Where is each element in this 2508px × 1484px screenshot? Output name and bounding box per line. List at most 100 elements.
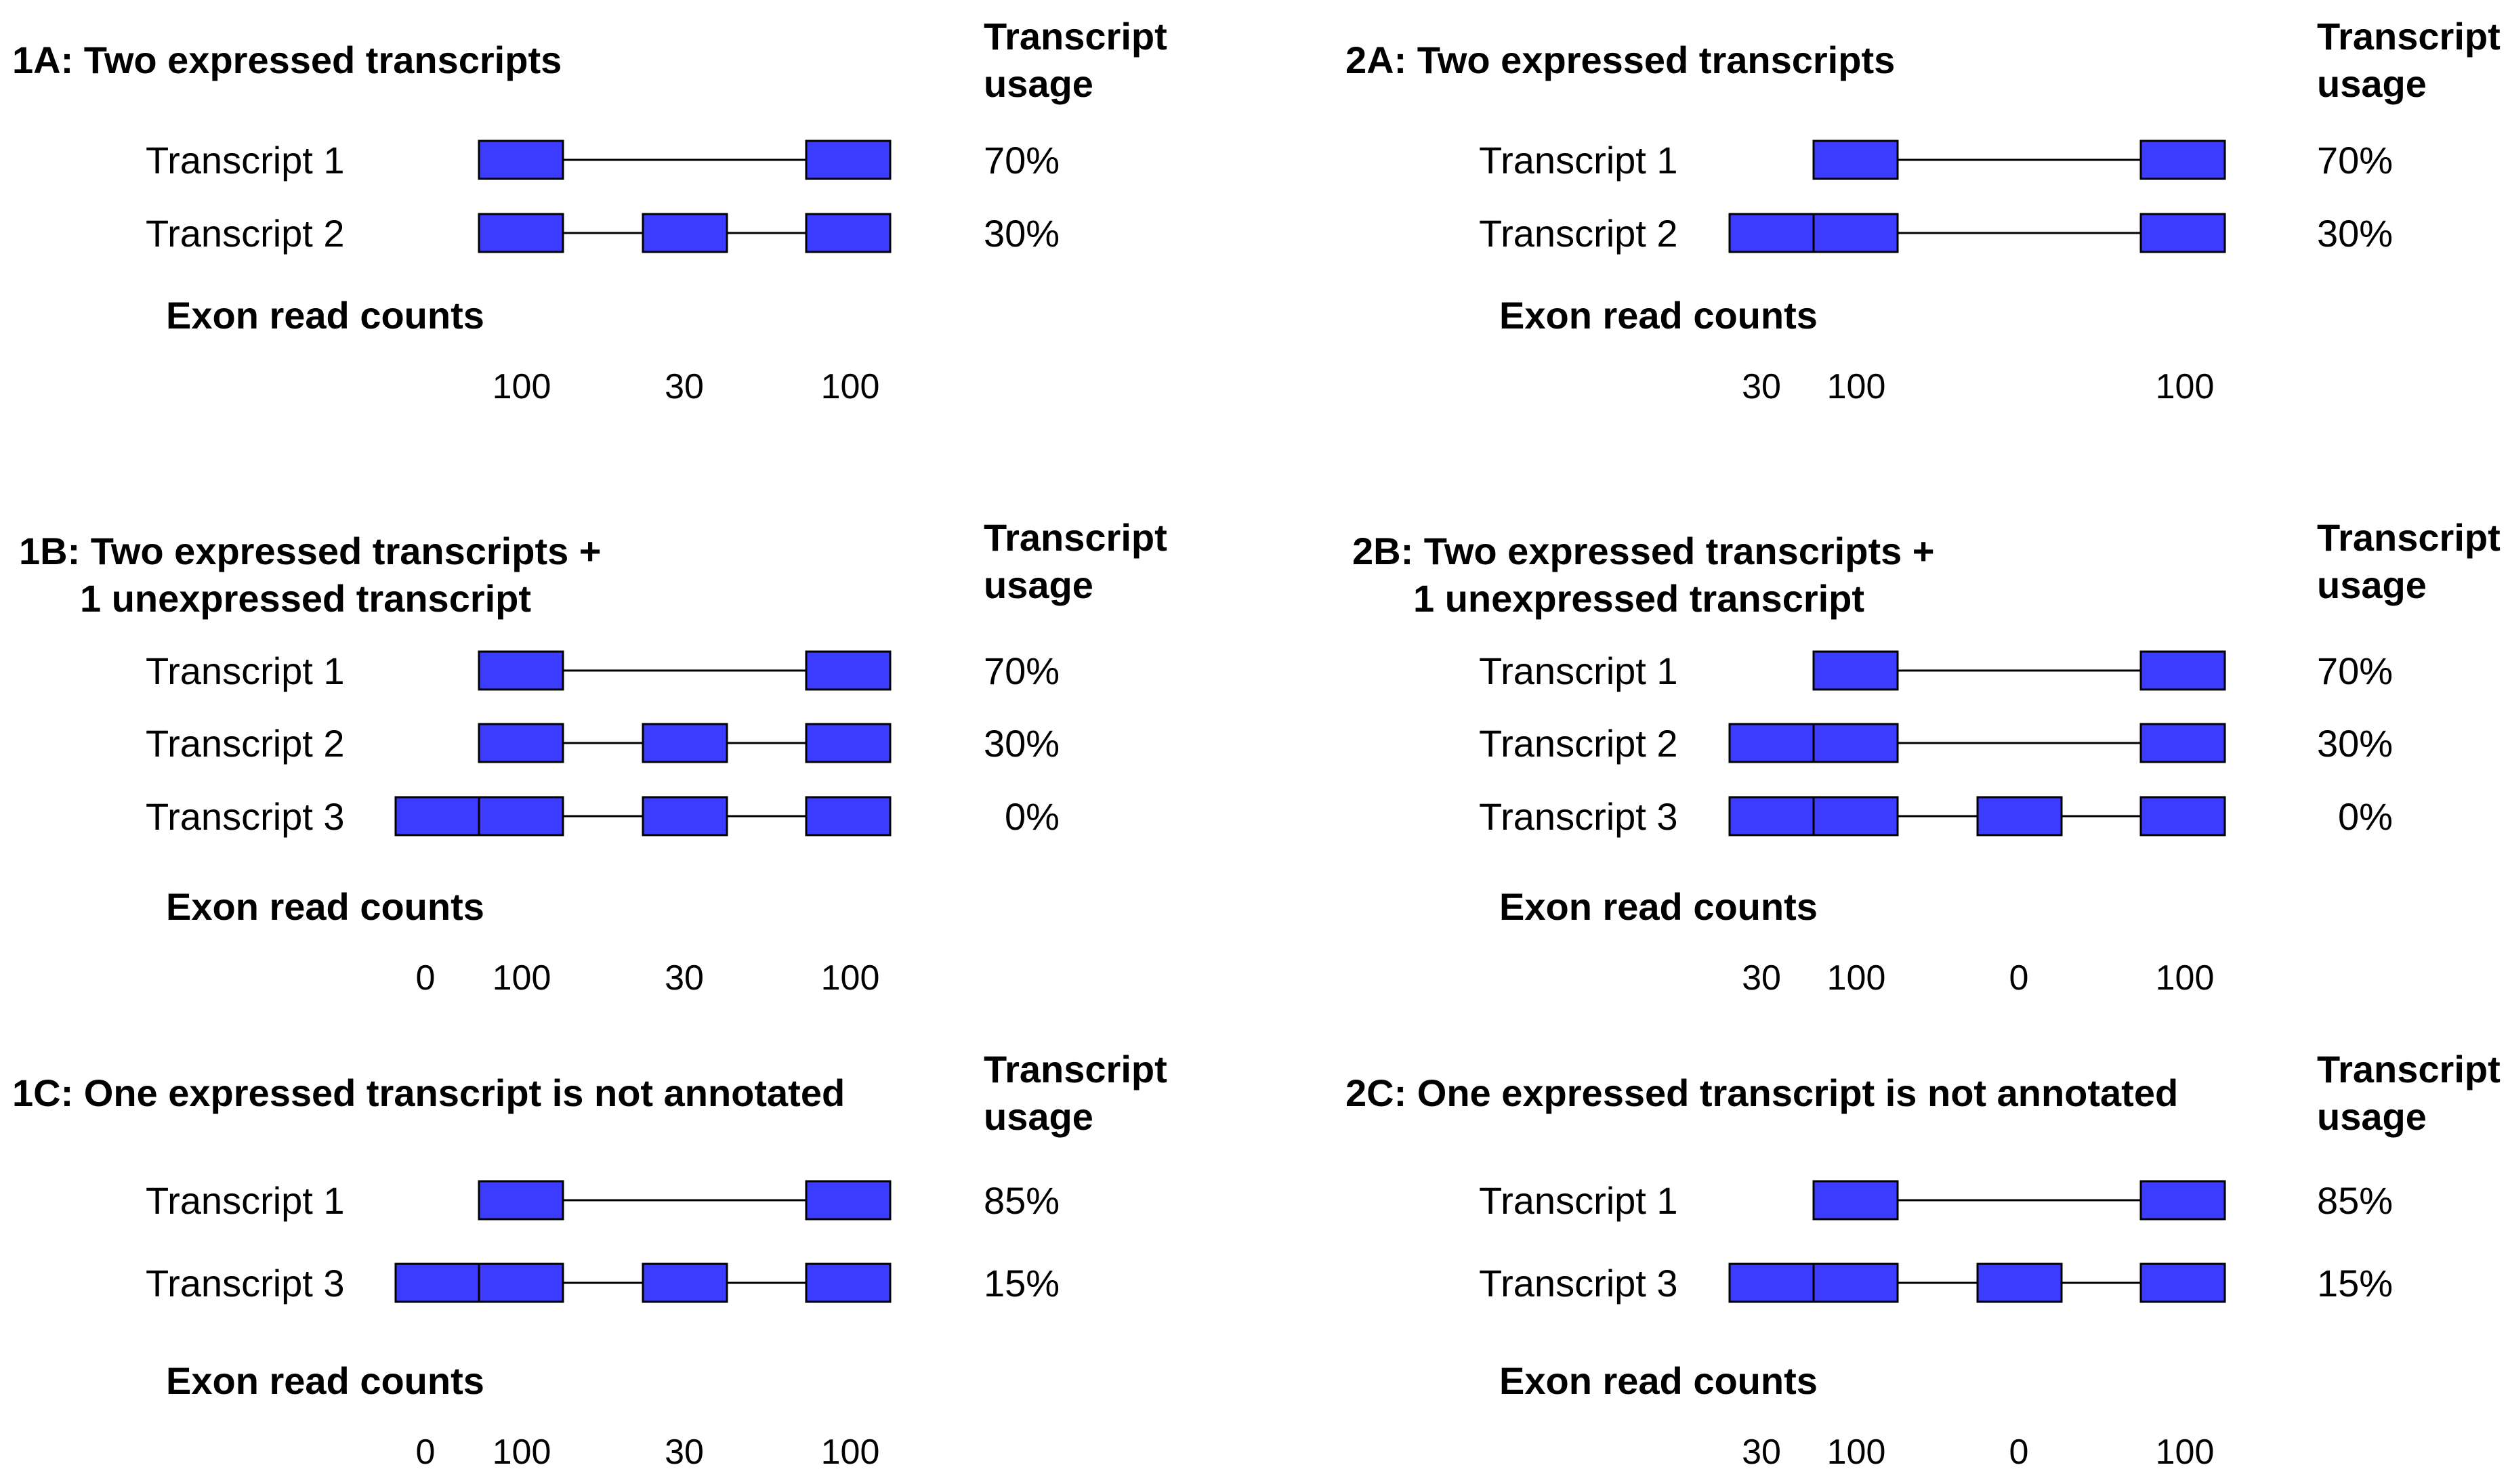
- transcript-label: Transcript 2: [146, 212, 345, 255]
- transcript-label: Transcript 1: [1479, 650, 1678, 692]
- exon-count: 100: [493, 367, 551, 406]
- exon-box: [805, 723, 892, 763]
- usage-value: 85%: [2317, 1179, 2393, 1222]
- exon-box: [1812, 140, 1899, 180]
- usage-value: 30%: [2317, 212, 2393, 255]
- transcript-label: Transcript 3: [146, 1262, 345, 1305]
- usage-header: usage: [984, 1095, 1093, 1138]
- exon-count: 100: [1827, 958, 1886, 998]
- exon-box: [1812, 650, 1899, 691]
- exon-count: 0: [2009, 958, 2029, 998]
- exon-count: 100: [2156, 367, 2215, 406]
- usage-header: Transcript: [2317, 516, 2501, 559]
- usage-header: usage: [984, 62, 1093, 105]
- panel-title: 1B: Two expressed transcripts +: [19, 530, 602, 572]
- exon-count: 30: [665, 1433, 704, 1472]
- exon-box: [805, 213, 892, 253]
- transcript-row: Transcript 3 15%: [1479, 1262, 2393, 1305]
- exon-box: [2139, 1263, 2226, 1303]
- panel-1c: 1C: One expressed transcript is not anno…: [12, 1048, 1167, 1472]
- usage-header: Transcript: [2317, 15, 2501, 58]
- exon-box: [1812, 213, 1899, 253]
- exon-count: 100: [821, 367, 880, 406]
- transcript-row: Transcript 1 70%: [1479, 139, 2393, 182]
- exon-box: [642, 213, 728, 253]
- panel-title: 2A: Two expressed transcripts: [1345, 39, 1895, 81]
- exon-box: [805, 140, 892, 180]
- transcript-label: Transcript 1: [146, 1179, 345, 1222]
- transcript-label: Transcript 3: [1479, 1262, 1678, 1305]
- exon-box: [1812, 723, 1899, 763]
- transcript-row: Transcript 3 0%: [146, 795, 1060, 838]
- exon-counts-title: Exon read counts: [166, 1359, 484, 1402]
- exon-box: [394, 796, 481, 836]
- usage-value: 70%: [984, 650, 1060, 692]
- exon-box: [805, 796, 892, 836]
- exon-counts-title: Exon read counts: [166, 885, 484, 928]
- panel-2a: 2A: Two expressed transcripts Transcriptu…: [1345, 15, 2501, 406]
- panel-2c: 2C: One expressed transcript is not anno…: [1345, 1048, 2501, 1472]
- transcript-label: Transcript 1: [1479, 1179, 1678, 1222]
- exon-box: [1812, 1263, 1899, 1303]
- usage-value: 70%: [2317, 139, 2393, 182]
- exon-box: [478, 723, 564, 763]
- usage-header: usage: [984, 564, 1093, 606]
- transcript-row: Transcript 3 15%: [146, 1262, 1060, 1305]
- panel-title: 1A: Two expressed transcripts: [12, 39, 562, 81]
- usage-header: Transcript: [984, 15, 1167, 58]
- exon-box: [478, 650, 564, 691]
- exon-box: [2139, 796, 2226, 836]
- exon-box: [642, 723, 728, 763]
- transcript-row: Transcript 3 0%: [1479, 795, 2393, 838]
- usage-value: 30%: [984, 722, 1060, 765]
- panel-1a: 1A: Two expressed transcripts Transcriptu…: [12, 15, 1167, 406]
- transcript-row: Transcript 1 85%: [1479, 1179, 2393, 1222]
- exon-box: [394, 1263, 481, 1303]
- exon-count: 0: [416, 1433, 436, 1472]
- transcript-row: Transcript 2 30%: [1479, 722, 2393, 765]
- exon-count: 30: [1742, 367, 1781, 406]
- usage-value: 70%: [2317, 650, 2393, 692]
- transcript-label: Transcript 2: [1479, 212, 1678, 255]
- exon-count: 100: [1827, 1433, 1886, 1472]
- transcript-row: Transcript 1 70%: [1479, 650, 2393, 692]
- transcript-row: Transcript 2 30%: [146, 212, 1060, 255]
- panel-title: 2C: One expressed transcript is not anno…: [1345, 1072, 2178, 1114]
- exon-box: [1728, 796, 1815, 836]
- usage-header: usage: [2317, 62, 2427, 105]
- exon-count: 30: [665, 367, 704, 406]
- transcript-label: Transcript 1: [1479, 139, 1678, 182]
- exon-box: [1812, 1180, 1899, 1221]
- exon-counts-title: Exon read counts: [1499, 294, 1818, 337]
- exon-count: 100: [2156, 958, 2215, 998]
- panel-title: 1C: One expressed transcript is not anno…: [12, 1072, 845, 1114]
- usage-value: 0%: [2338, 795, 2393, 838]
- exon-count: 100: [493, 958, 551, 998]
- usage-value: 15%: [2317, 1262, 2393, 1305]
- exon-count: 100: [821, 958, 880, 998]
- exon-counts-title: Exon read counts: [1499, 885, 1818, 928]
- exon-box: [478, 1180, 564, 1221]
- transcript-row: Transcript 2 30%: [1479, 212, 2393, 255]
- exon-box: [1728, 1263, 1815, 1303]
- exon-count: 100: [2156, 1433, 2215, 1472]
- exon-box: [1728, 723, 1815, 763]
- exon-box: [2139, 213, 2226, 253]
- panel-2b: 2B: Two expressed transcripts + 1 unexpre…: [1352, 516, 2501, 998]
- exon-count: 0: [416, 958, 436, 998]
- exon-box: [805, 1180, 892, 1221]
- transcript-label: Transcript 1: [146, 650, 345, 692]
- panel-1b: 1B: Two expressed transcripts + 1 unexpre…: [19, 516, 1167, 998]
- transcript-row: Transcript 1 70%: [146, 139, 1060, 182]
- exon-count: 30: [1742, 958, 1781, 998]
- usage-value: 15%: [984, 1262, 1060, 1305]
- exon-counts-title: Exon read counts: [166, 294, 484, 337]
- usage-header: Transcript: [2317, 1048, 2501, 1090]
- exon-counts-title: Exon read counts: [1499, 1359, 1818, 1402]
- exon-box: [478, 1263, 564, 1303]
- transcript-label: Transcript 1: [146, 139, 345, 182]
- transcript-label: Transcript 3: [1479, 795, 1678, 838]
- usage-value: 30%: [984, 212, 1060, 255]
- transcript-row: Transcript 1 70%: [146, 650, 1060, 692]
